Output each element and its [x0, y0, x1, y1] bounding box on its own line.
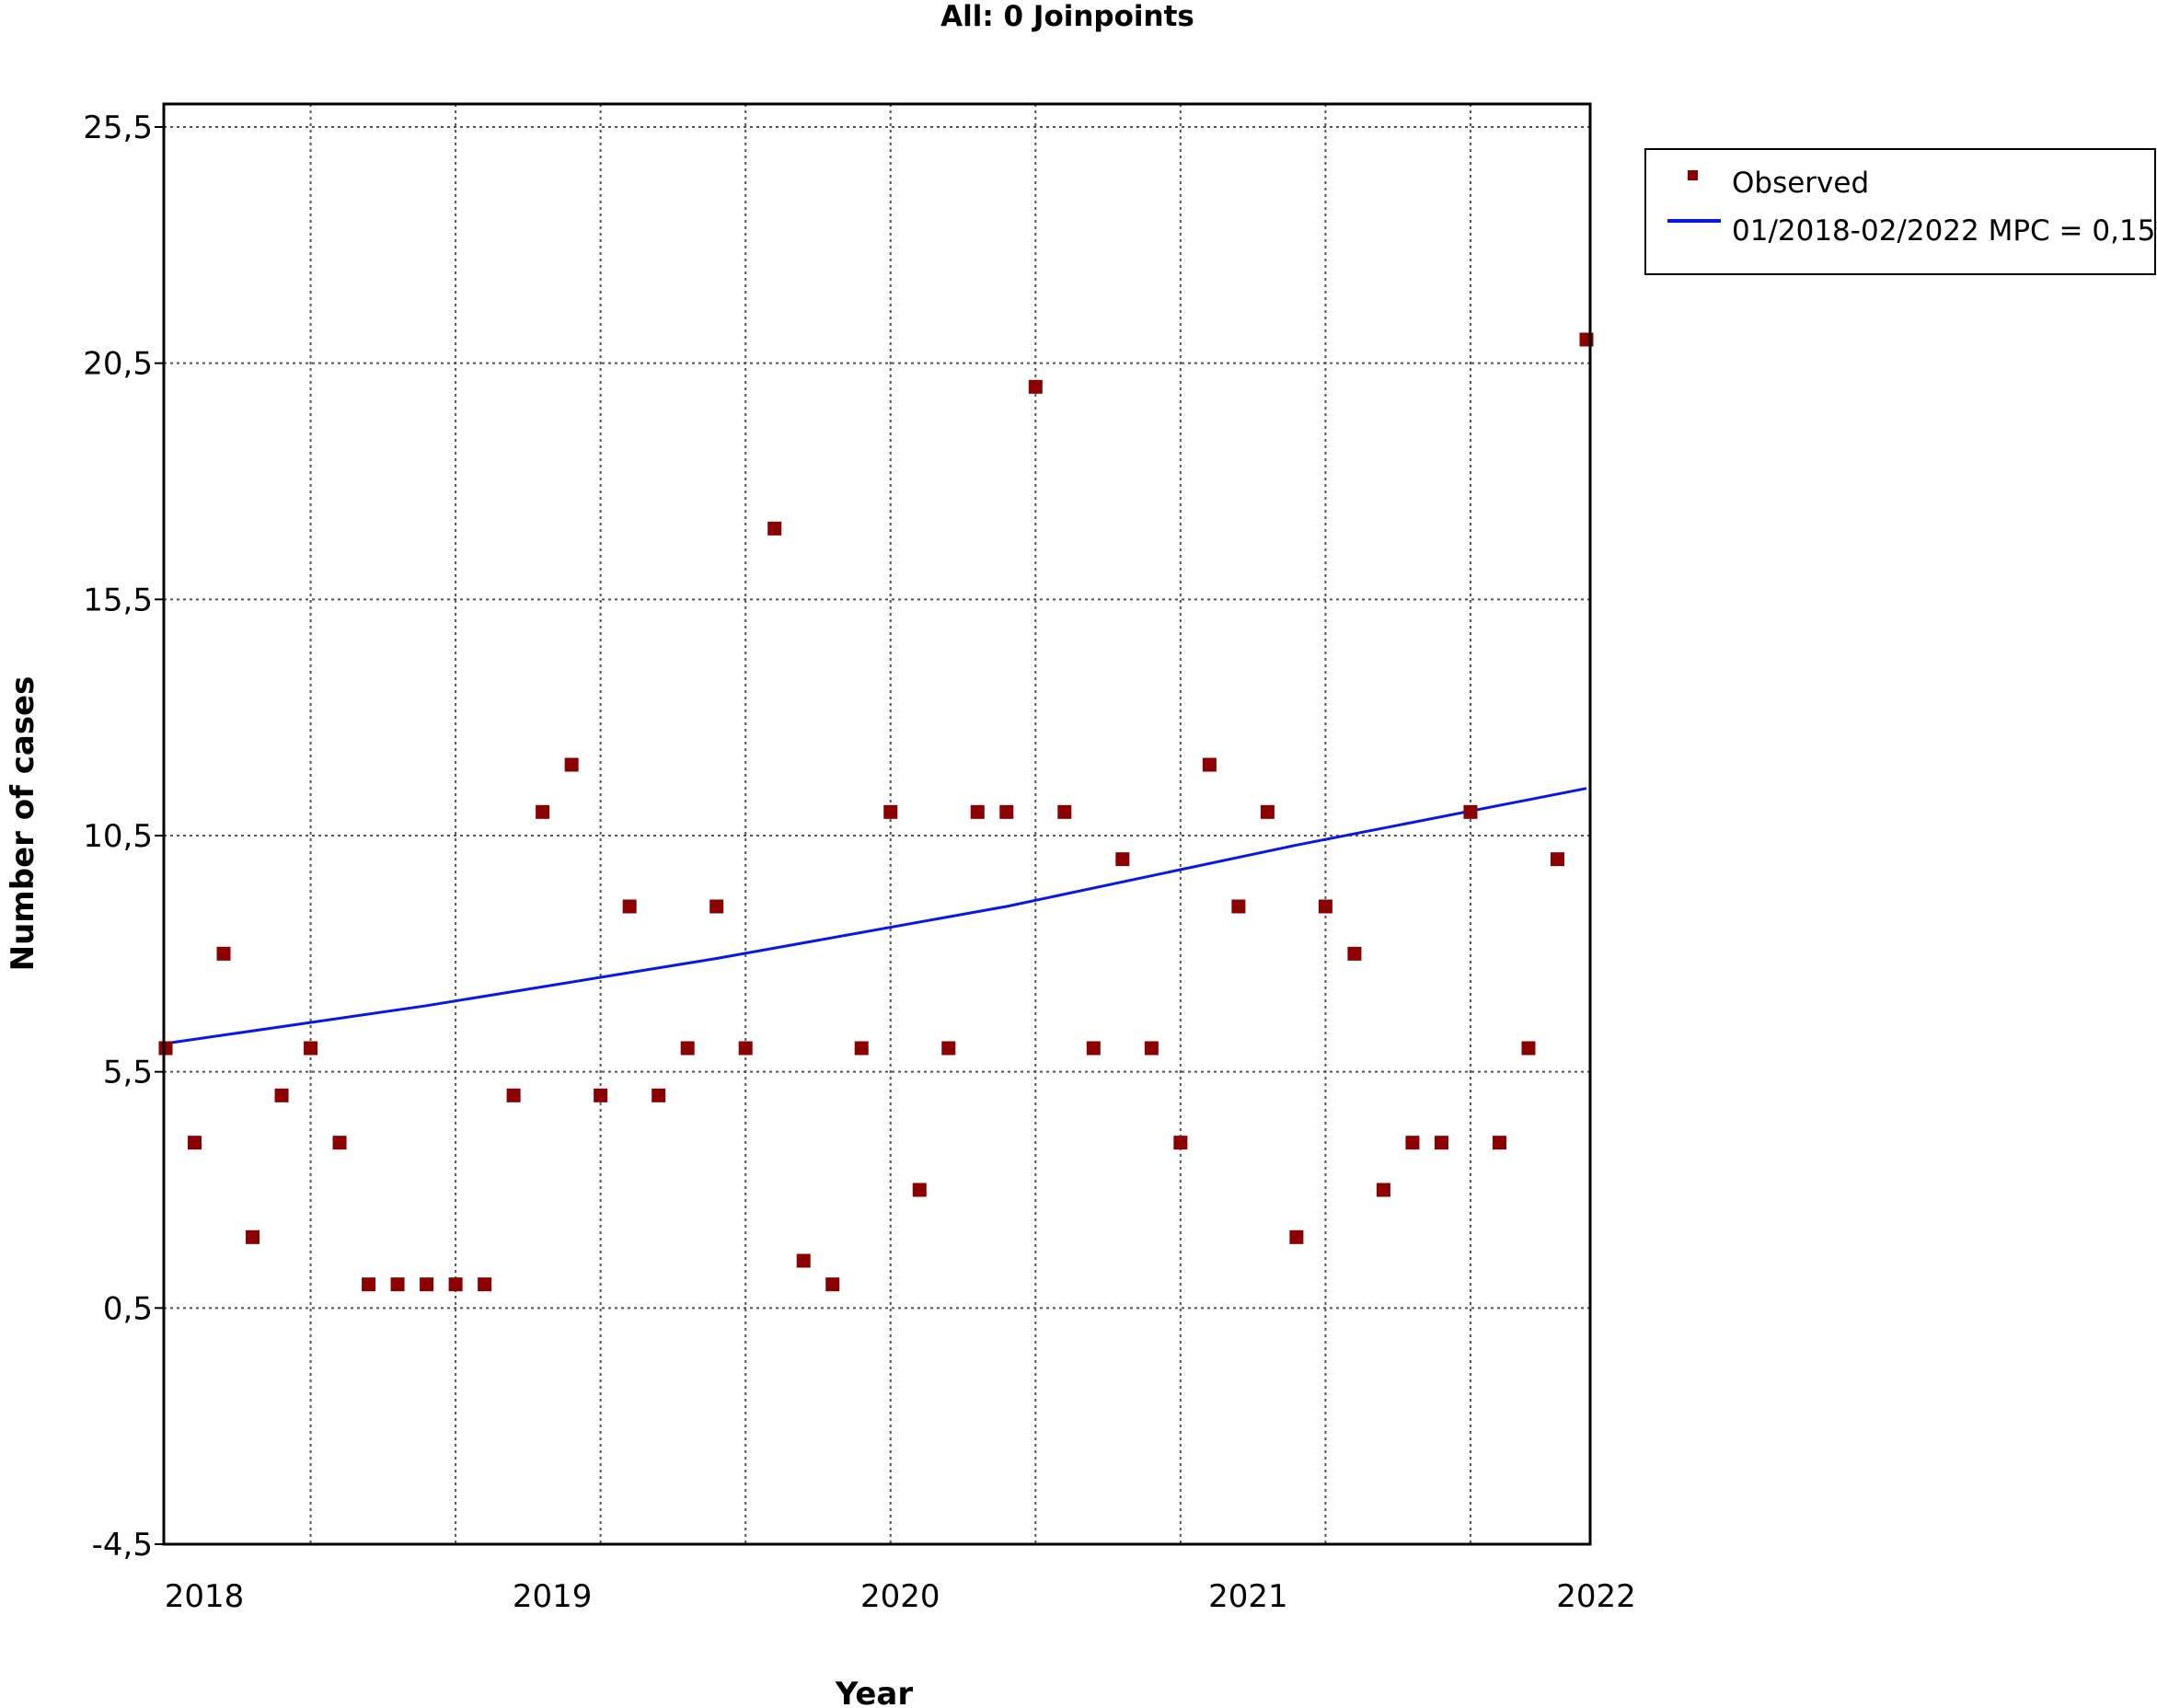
- observed-point: [1376, 1183, 1390, 1197]
- observed-point: [216, 946, 231, 961]
- observed-point: [1057, 804, 1072, 819]
- y-tick-label: 20,5: [83, 346, 153, 383]
- observed-point: [1202, 757, 1217, 772]
- legend-trend-label: 01/2018-02/2022 MPC = 0,15*: [1732, 214, 2157, 248]
- observed-points: [158, 332, 1594, 1292]
- observed-point: [304, 1041, 318, 1056]
- trend-line: [165, 787, 1587, 1045]
- observed-point: [390, 1277, 405, 1292]
- x-tick-label: 2021: [1208, 1578, 1288, 1615]
- y-axis-title: Number of cases: [5, 676, 41, 972]
- observed-point: [1115, 852, 1130, 867]
- x-tick-label: 2022: [1556, 1578, 1636, 1615]
- observed-point: [854, 1041, 869, 1056]
- observed-point: [1347, 946, 1362, 961]
- x-axis-title: Year: [835, 1676, 914, 1708]
- observed-point: [1492, 1136, 1506, 1150]
- observed-point: [564, 757, 579, 772]
- observed-point: [825, 1277, 840, 1292]
- observed-point: [1463, 804, 1478, 819]
- y-tick-label: 25,5: [83, 110, 153, 146]
- observed-point: [970, 804, 985, 819]
- observed-point: [594, 1088, 608, 1102]
- observed-point: [622, 899, 637, 914]
- y-tick-label: 10,5: [83, 818, 153, 855]
- observed-point: [188, 1136, 202, 1150]
- observed-point: [274, 1088, 289, 1102]
- trend-line-group: [165, 787, 1587, 1045]
- x-tick-label: 2019: [513, 1578, 593, 1615]
- observed-point: [767, 521, 782, 536]
- observed-point: [158, 1041, 173, 1056]
- x-tick-label: 2020: [860, 1578, 940, 1615]
- observed-point: [709, 899, 724, 914]
- observed-point: [536, 804, 550, 819]
- observed-point: [680, 1041, 695, 1056]
- legend-observed-label: Observed: [1732, 167, 1869, 200]
- observed-point: [738, 1041, 753, 1056]
- observed-point: [1550, 852, 1564, 867]
- observed-point: [1144, 1041, 1159, 1056]
- legend-box: [1644, 148, 2156, 275]
- observed-point: [652, 1088, 666, 1102]
- chart-title: All: 0 Joinpoints: [940, 0, 1194, 33]
- x-tick-label: 2018: [165, 1578, 245, 1615]
- observed-point: [1086, 1041, 1101, 1056]
- observed-point: [506, 1088, 521, 1102]
- grid-lines: [164, 104, 1590, 1544]
- observed-point: [1405, 1136, 1420, 1150]
- legend: Observed 01/2018-02/2022 MPC = 0,15*: [1644, 148, 2157, 275]
- y-tick-label: 0,5: [103, 1290, 153, 1327]
- observed-point: [420, 1277, 434, 1292]
- observed-point: [448, 1277, 463, 1292]
- x-axis-ticks: 2018 2019 2020 2021 2022: [165, 1578, 1636, 1615]
- observed-point: [941, 1041, 956, 1056]
- legend-observed-marker: [1688, 170, 1698, 180]
- y-axis-ticks: 25,5 20,5 15,5 10,5 5,5 0,5 -4,5: [83, 110, 164, 1564]
- observed-point: [1289, 1229, 1304, 1244]
- observed-point: [883, 804, 898, 819]
- observed-point: [362, 1277, 376, 1292]
- plot-frame: [162, 102, 1592, 1546]
- observed-point: [478, 1277, 492, 1292]
- observed-point: [1434, 1136, 1448, 1150]
- observed-point: [912, 1183, 927, 1197]
- observed-point: [1231, 899, 1246, 914]
- observed-point: [999, 804, 1014, 819]
- observed-point: [1173, 1136, 1188, 1150]
- observed-point: [246, 1229, 260, 1244]
- observed-point: [332, 1136, 347, 1150]
- observed-point: [1260, 804, 1275, 819]
- observed-point: [796, 1253, 811, 1268]
- observed-point: [1028, 379, 1043, 394]
- observed-point: [1318, 899, 1332, 914]
- observed-point: [1521, 1041, 1536, 1056]
- y-tick-label: -4,5: [92, 1527, 153, 1564]
- y-tick-label: 5,5: [103, 1055, 153, 1091]
- y-tick-label: 15,5: [83, 582, 153, 618]
